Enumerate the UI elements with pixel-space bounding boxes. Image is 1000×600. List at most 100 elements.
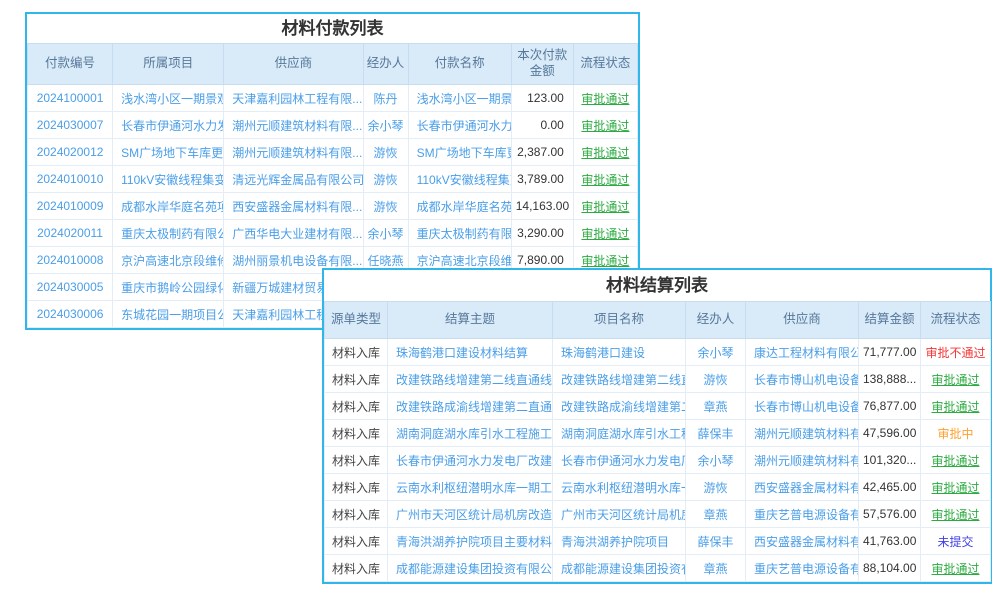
- cell-project[interactable]: 重庆太极制药有限公司...: [112, 219, 225, 247]
- cell-status[interactable]: 审批通过: [920, 446, 991, 474]
- cell-handler: 薛保丰: [685, 527, 746, 555]
- cell-supplier[interactable]: 广西华电大业建材有限...: [223, 219, 364, 247]
- cell-supplier[interactable]: 西安盛器金属材料有...: [745, 473, 859, 501]
- cell-project[interactable]: 成都水岸华庭名苑项目...: [112, 192, 225, 220]
- cell-project-name[interactable]: 珠海鹤港口建设: [552, 338, 686, 366]
- cell-handler: 章燕: [685, 554, 746, 582]
- cell-status[interactable]: 审批通过: [920, 392, 991, 420]
- cell-payment-no[interactable]: 2024020012: [26, 138, 114, 166]
- cell-payment-name[interactable]: 重庆太极制药有限...: [407, 219, 512, 247]
- cell-payment-no[interactable]: 2024010009: [26, 192, 114, 220]
- cell-settle-amount: 42,465.00: [858, 473, 921, 501]
- cell-status[interactable]: 审批通过: [920, 554, 991, 582]
- cell-handler: 游恢: [685, 473, 746, 501]
- cell-status[interactable]: 审批中: [920, 419, 991, 447]
- cell-status[interactable]: 审批通过: [572, 84, 639, 112]
- cell-subject[interactable]: 珠海鹤港口建设材料结算: [387, 338, 553, 366]
- cell-project-name[interactable]: 成都能源建设集团投资有...: [552, 554, 686, 582]
- cell-project-name[interactable]: 长春市伊通河水力发电厂...: [552, 446, 686, 474]
- cell-payment-name[interactable]: SM广场地下车库更...: [407, 138, 512, 166]
- cell-status[interactable]: 审批通过: [572, 192, 639, 220]
- cell-project[interactable]: 东城花园一期项目公寓...: [112, 300, 225, 328]
- cell-payment-no[interactable]: 2024020011: [26, 219, 114, 247]
- cell-payment-no[interactable]: 2024030005: [26, 273, 114, 301]
- cell-project-name[interactable]: 云南水利枢纽潜明水库一...: [552, 473, 686, 501]
- cell-subject[interactable]: 青海洪湖养护院项目主要材料结算: [387, 527, 553, 555]
- cell-payment-no[interactable]: 2024030007: [26, 111, 114, 139]
- cell-project-name[interactable]: 青海洪湖养护院项目: [552, 527, 686, 555]
- cell-status[interactable]: 审批不通过: [920, 338, 991, 366]
- cell-handler: 薛保丰: [685, 419, 746, 447]
- cell-status[interactable]: 审批通过: [572, 111, 639, 139]
- cell-payment-name[interactable]: 浅水湾小区一期景...: [407, 84, 512, 112]
- cell-supplier[interactable]: 长春市博山机电设备...: [745, 365, 859, 393]
- payment-row: 2024010010110kV安徽线程集变开断...清远光辉金属品有限公司游恢1…: [26, 165, 639, 193]
- cell-project[interactable]: SM广场地下车库更换摄...: [112, 138, 225, 166]
- cell-project-name[interactable]: 改建铁路成渝线增建第二...: [552, 392, 686, 420]
- cell-payment-no[interactable]: 2024030006: [26, 300, 114, 328]
- cell-supplier[interactable]: 康达工程材料有限公司: [745, 338, 859, 366]
- cell-project[interactable]: 长春市伊通河水力发电...: [112, 111, 225, 139]
- cell-handler: 游恢: [362, 138, 409, 166]
- cell-project-name[interactable]: 湖南洞庭湖水库引水工程...: [552, 419, 686, 447]
- cell-subject[interactable]: 广州市天河区统计局机房改造项目...: [387, 500, 553, 528]
- cell-project[interactable]: 京沪高速北京段维修: [112, 246, 225, 274]
- cell-handler: 余小琴: [685, 338, 746, 366]
- cell-amount: 3,789.00: [510, 165, 574, 193]
- cell-amount: 123.00: [510, 84, 574, 112]
- cell-supplier[interactable]: 西安盛器金属材料有限...: [223, 192, 364, 220]
- cell-project-name[interactable]: 改建铁路线增建第二线直...: [552, 365, 686, 393]
- cell-handler: 游恢: [362, 192, 409, 220]
- cell-status[interactable]: 审批通过: [920, 365, 991, 393]
- cell-supplier[interactable]: 潮州元顺建筑材料有限...: [223, 138, 364, 166]
- cell-subject[interactable]: 长春市伊通河水力发电厂改建工程...: [387, 446, 553, 474]
- cell-project[interactable]: 重庆市鹅岭公园绿化景...: [112, 273, 225, 301]
- cell-status[interactable]: 审批通过: [572, 219, 639, 247]
- cell-supplier[interactable]: 潮州元顺建筑材料有...: [745, 446, 859, 474]
- cell-supplier[interactable]: 天津嘉利园林工程有限...: [223, 84, 364, 112]
- cell-source-type: 材料入库: [324, 527, 388, 555]
- cell-settle-amount: 47,596.00: [858, 419, 921, 447]
- col-subject: 结算主题: [387, 301, 553, 339]
- col-status: 流程状态: [572, 43, 639, 85]
- cell-supplier[interactable]: 重庆艺普电源设备有...: [745, 500, 859, 528]
- cell-payment-name[interactable]: 长春市伊通河水力...: [407, 111, 512, 139]
- cell-supplier[interactable]: 清远光辉金属品有限公司: [223, 165, 364, 193]
- cell-project[interactable]: 浅水湾小区一期景观提...: [112, 84, 225, 112]
- cell-payment-name[interactable]: 110kV安徽线程集变...: [407, 165, 512, 193]
- payment-table: 付款编号 所属项目 供应商 经办人 付款名称 本次付款金额 流程状态 20241…: [26, 43, 639, 328]
- cell-subject[interactable]: 湖南洞庭湖水库引水工程施工标材...: [387, 419, 553, 447]
- cell-payment-no[interactable]: 2024010010: [26, 165, 114, 193]
- col-project: 所属项目: [112, 43, 225, 85]
- cell-supplier[interactable]: 重庆艺普电源设备有...: [745, 554, 859, 582]
- cell-status[interactable]: 审批通过: [920, 500, 991, 528]
- cell-handler: 余小琴: [362, 111, 409, 139]
- settlement-row: 材料入库珠海鹤港口建设材料结算珠海鹤港口建设余小琴康达工程材料有限公司71,77…: [324, 338, 991, 366]
- cell-supplier[interactable]: 潮州元顺建筑材料有限...: [223, 111, 364, 139]
- cell-payment-no[interactable]: 2024010008: [26, 246, 114, 274]
- cell-amount: 3,290.00: [510, 219, 574, 247]
- col-settle-amount: 结算金额: [858, 301, 921, 339]
- cell-handler: 余小琴: [362, 219, 409, 247]
- cell-source-type: 材料入库: [324, 365, 388, 393]
- settlement-row: 材料入库改建铁路成渝线增建第二直通线（...改建铁路成渝线增建第二...章燕长春…: [324, 392, 991, 420]
- cell-status[interactable]: 审批通过: [572, 138, 639, 166]
- cell-subject[interactable]: 改建铁路线增建第二线直通线（成...: [387, 365, 553, 393]
- cell-project-name[interactable]: 广州市天河区统计局机房...: [552, 500, 686, 528]
- settlement-row: 材料入库长春市伊通河水力发电厂改建工程...长春市伊通河水力发电厂...余小琴潮…: [324, 446, 991, 474]
- cell-payment-name[interactable]: 成都水岸华庭名苑...: [407, 192, 512, 220]
- cell-settle-amount: 57,576.00: [858, 500, 921, 528]
- cell-supplier[interactable]: 潮州元顺建筑材料有...: [745, 419, 859, 447]
- cell-subject[interactable]: 成都能源建设集团投资有限公司临...: [387, 554, 553, 582]
- cell-status[interactable]: 未提交: [920, 527, 991, 555]
- cell-amount: 0.00: [510, 111, 574, 139]
- cell-project[interactable]: 110kV安徽线程集变开断...: [112, 165, 225, 193]
- cell-subject[interactable]: 云南水利枢纽潜明水库一期工程施...: [387, 473, 553, 501]
- cell-subject[interactable]: 改建铁路成渝线增建第二直通线（...: [387, 392, 553, 420]
- cell-supplier[interactable]: 西安盛器金属材料有...: [745, 527, 859, 555]
- cell-supplier[interactable]: 长春市博山机电设备...: [745, 392, 859, 420]
- col-handler: 经办人: [362, 43, 409, 85]
- cell-status[interactable]: 审批通过: [920, 473, 991, 501]
- cell-status[interactable]: 审批通过: [572, 165, 639, 193]
- cell-payment-no[interactable]: 2024100001: [26, 84, 114, 112]
